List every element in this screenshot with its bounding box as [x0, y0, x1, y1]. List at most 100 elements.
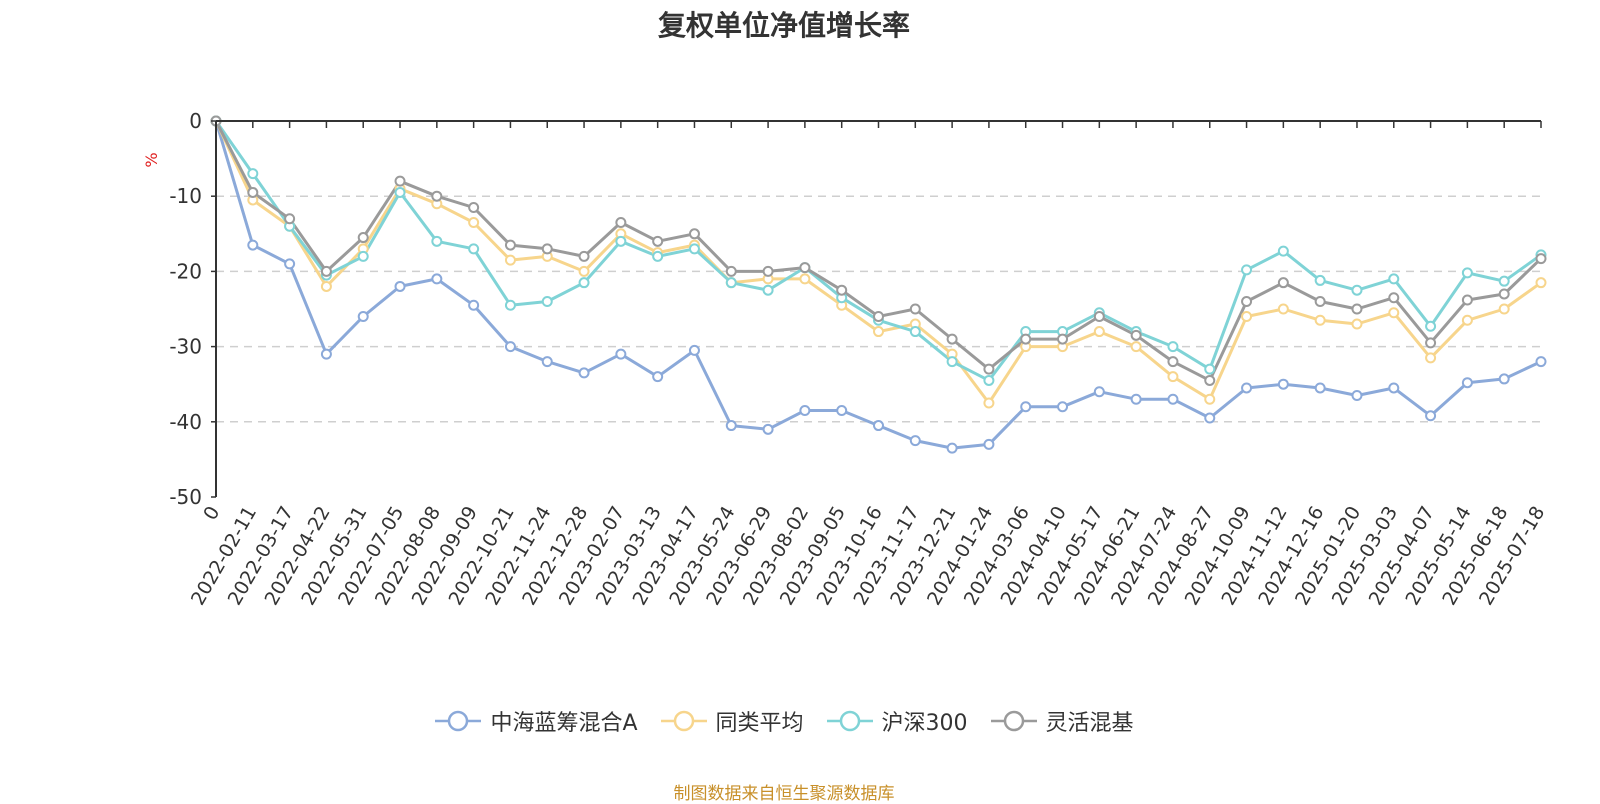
data-point[interactable] — [1241, 311, 1253, 323]
data-point[interactable] — [1388, 382, 1400, 394]
data-point[interactable] — [1388, 307, 1400, 319]
data-point[interactable] — [1057, 333, 1069, 345]
data-point[interactable] — [1461, 314, 1473, 326]
data-point[interactable] — [688, 228, 700, 240]
data-point[interactable] — [725, 277, 737, 289]
data-point[interactable] — [688, 344, 700, 356]
data-point[interactable] — [394, 280, 406, 292]
data-point[interactable] — [909, 326, 921, 338]
data-point[interactable] — [946, 333, 958, 345]
data-point[interactable] — [983, 363, 995, 375]
data-point[interactable] — [468, 217, 480, 229]
data-point[interactable] — [1314, 295, 1326, 307]
data-point[interactable] — [1425, 320, 1437, 332]
data-point[interactable] — [983, 397, 995, 409]
data-point[interactable] — [725, 420, 737, 432]
data-point[interactable] — [1314, 382, 1326, 394]
data-point[interactable] — [1351, 303, 1363, 315]
data-point[interactable] — [1314, 314, 1326, 326]
data-point[interactable] — [1535, 277, 1547, 289]
legend-item[interactable]: 沪深300 — [826, 705, 968, 737]
data-point[interactable] — [1498, 373, 1510, 385]
data-point[interactable] — [578, 367, 590, 379]
data-point[interactable] — [284, 258, 296, 270]
data-point[interactable] — [578, 265, 590, 277]
data-point[interactable] — [1535, 253, 1547, 265]
data-point[interactable] — [394, 186, 406, 198]
data-point[interactable] — [247, 168, 259, 180]
data-point[interactable] — [1498, 303, 1510, 315]
data-point[interactable] — [1130, 393, 1142, 405]
data-point[interactable] — [615, 235, 627, 247]
data-point[interactable] — [1020, 401, 1032, 413]
data-point[interactable] — [1241, 264, 1253, 276]
data-point[interactable] — [799, 405, 811, 417]
data-point[interactable] — [431, 190, 443, 202]
data-point[interactable] — [1388, 273, 1400, 285]
data-point[interactable] — [1020, 333, 1032, 345]
data-point[interactable] — [1167, 341, 1179, 353]
data-point[interactable] — [504, 299, 516, 311]
data-point[interactable] — [320, 265, 332, 277]
data-point[interactable] — [873, 326, 884, 338]
data-point[interactable] — [431, 235, 443, 247]
data-point[interactable] — [320, 348, 332, 360]
data-point[interactable] — [1425, 352, 1437, 364]
data-point[interactable] — [836, 284, 848, 296]
data-point[interactable] — [578, 277, 590, 289]
data-point[interactable] — [1093, 386, 1105, 398]
data-point[interactable] — [1277, 245, 1289, 257]
data-point[interactable] — [762, 423, 774, 435]
data-point[interactable] — [615, 348, 627, 360]
data-point[interactable] — [909, 303, 921, 315]
data-point[interactable] — [1461, 267, 1473, 279]
data-point[interactable] — [799, 273, 811, 285]
data-point[interactable] — [1204, 374, 1216, 386]
data-point[interactable] — [1204, 393, 1216, 405]
data-point[interactable] — [504, 341, 516, 353]
data-point[interactable] — [1461, 377, 1473, 389]
data-point[interactable] — [357, 311, 369, 323]
legend-item[interactable]: 中海蓝筹混合A — [434, 705, 638, 737]
data-point[interactable] — [1425, 410, 1437, 422]
data-point[interactable] — [247, 239, 259, 251]
data-point[interactable] — [1167, 356, 1179, 368]
data-point[interactable] — [504, 254, 516, 266]
data-point[interactable] — [578, 250, 590, 262]
data-point[interactable] — [1461, 294, 1473, 306]
data-point[interactable] — [1351, 389, 1363, 401]
data-point[interactable] — [1093, 326, 1105, 338]
data-point[interactable] — [836, 405, 848, 417]
data-point[interactable] — [946, 442, 958, 454]
data-point[interactable] — [652, 250, 664, 262]
data-point[interactable] — [247, 186, 259, 198]
data-point[interactable] — [762, 284, 774, 296]
data-point[interactable] — [1277, 277, 1289, 289]
data-point[interactable] — [1093, 311, 1105, 323]
data-point[interactable] — [541, 243, 553, 255]
data-point[interactable] — [652, 235, 664, 247]
data-point[interactable] — [357, 232, 369, 244]
data-point[interactable] — [1314, 274, 1326, 286]
data-point[interactable] — [1351, 318, 1363, 330]
data-point[interactable] — [541, 356, 553, 368]
data-point[interactable] — [1277, 303, 1289, 315]
data-point[interactable] — [1057, 401, 1069, 413]
data-point[interactable] — [1130, 329, 1142, 341]
data-point[interactable] — [284, 213, 296, 225]
data-point[interactable] — [725, 265, 737, 277]
data-point[interactable] — [1277, 378, 1289, 390]
data-point[interactable] — [320, 280, 332, 292]
data-point[interactable] — [1167, 371, 1179, 383]
data-point[interactable] — [1204, 363, 1216, 375]
data-point[interactable] — [468, 299, 480, 311]
legend-item[interactable]: 同类平均 — [660, 705, 804, 737]
data-point[interactable] — [1204, 412, 1216, 424]
data-point[interactable] — [1241, 295, 1253, 307]
data-point[interactable] — [983, 374, 995, 386]
data-point[interactable] — [1351, 284, 1363, 296]
data-point[interactable] — [652, 371, 664, 383]
data-point[interactable] — [357, 250, 369, 262]
data-point[interactable] — [1425, 337, 1437, 349]
data-point[interactable] — [1535, 356, 1547, 368]
